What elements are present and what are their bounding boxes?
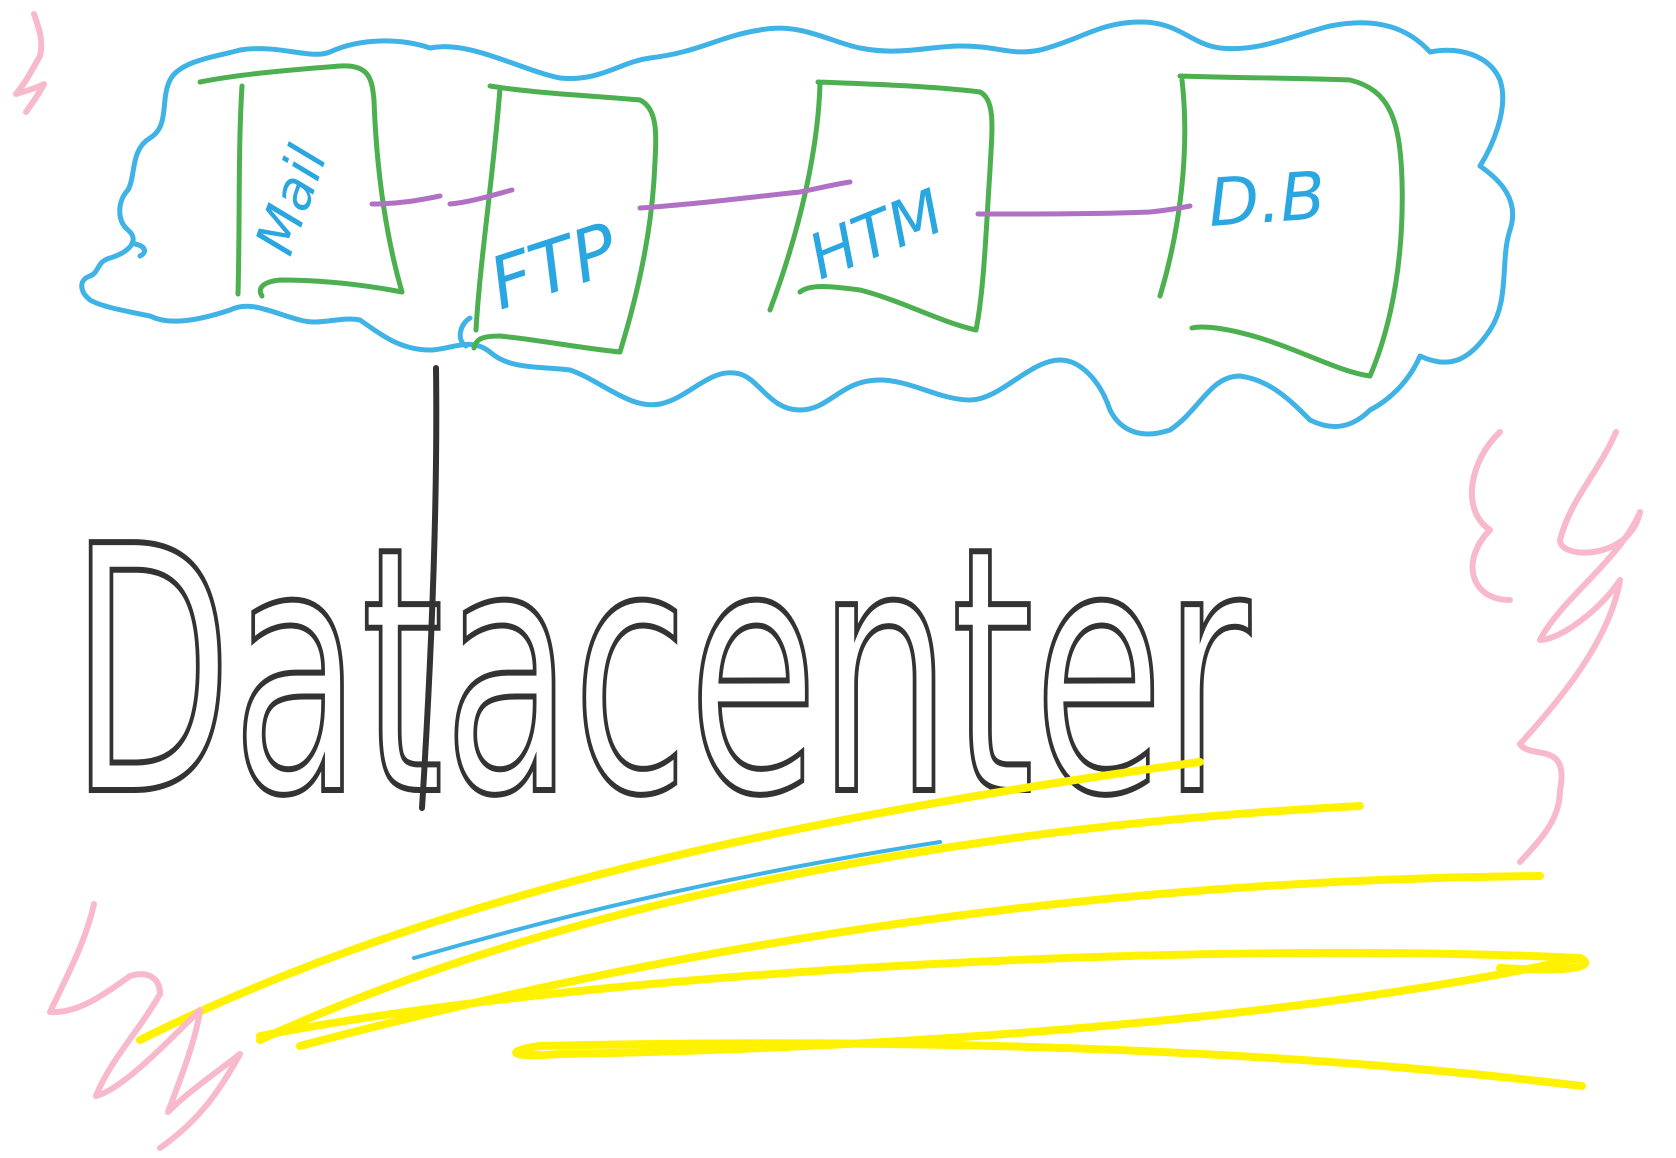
service-links (372, 182, 1190, 214)
service-label-htm: HTM (798, 175, 953, 294)
service-label-ftp: FTP (479, 206, 628, 326)
service-label-mail: Mail (243, 138, 340, 263)
lightning-right (1472, 432, 1640, 862)
service-label-db: D.B (1206, 157, 1328, 242)
link-htm-db (978, 206, 1190, 214)
service-labels: Mail FTP HTM D.B (243, 138, 1328, 326)
link-ftp-htm (640, 182, 850, 208)
lightning-bottom-left (50, 904, 240, 1148)
page-title: Datacenter (70, 475, 1252, 871)
lightning-top-left (16, 14, 44, 112)
